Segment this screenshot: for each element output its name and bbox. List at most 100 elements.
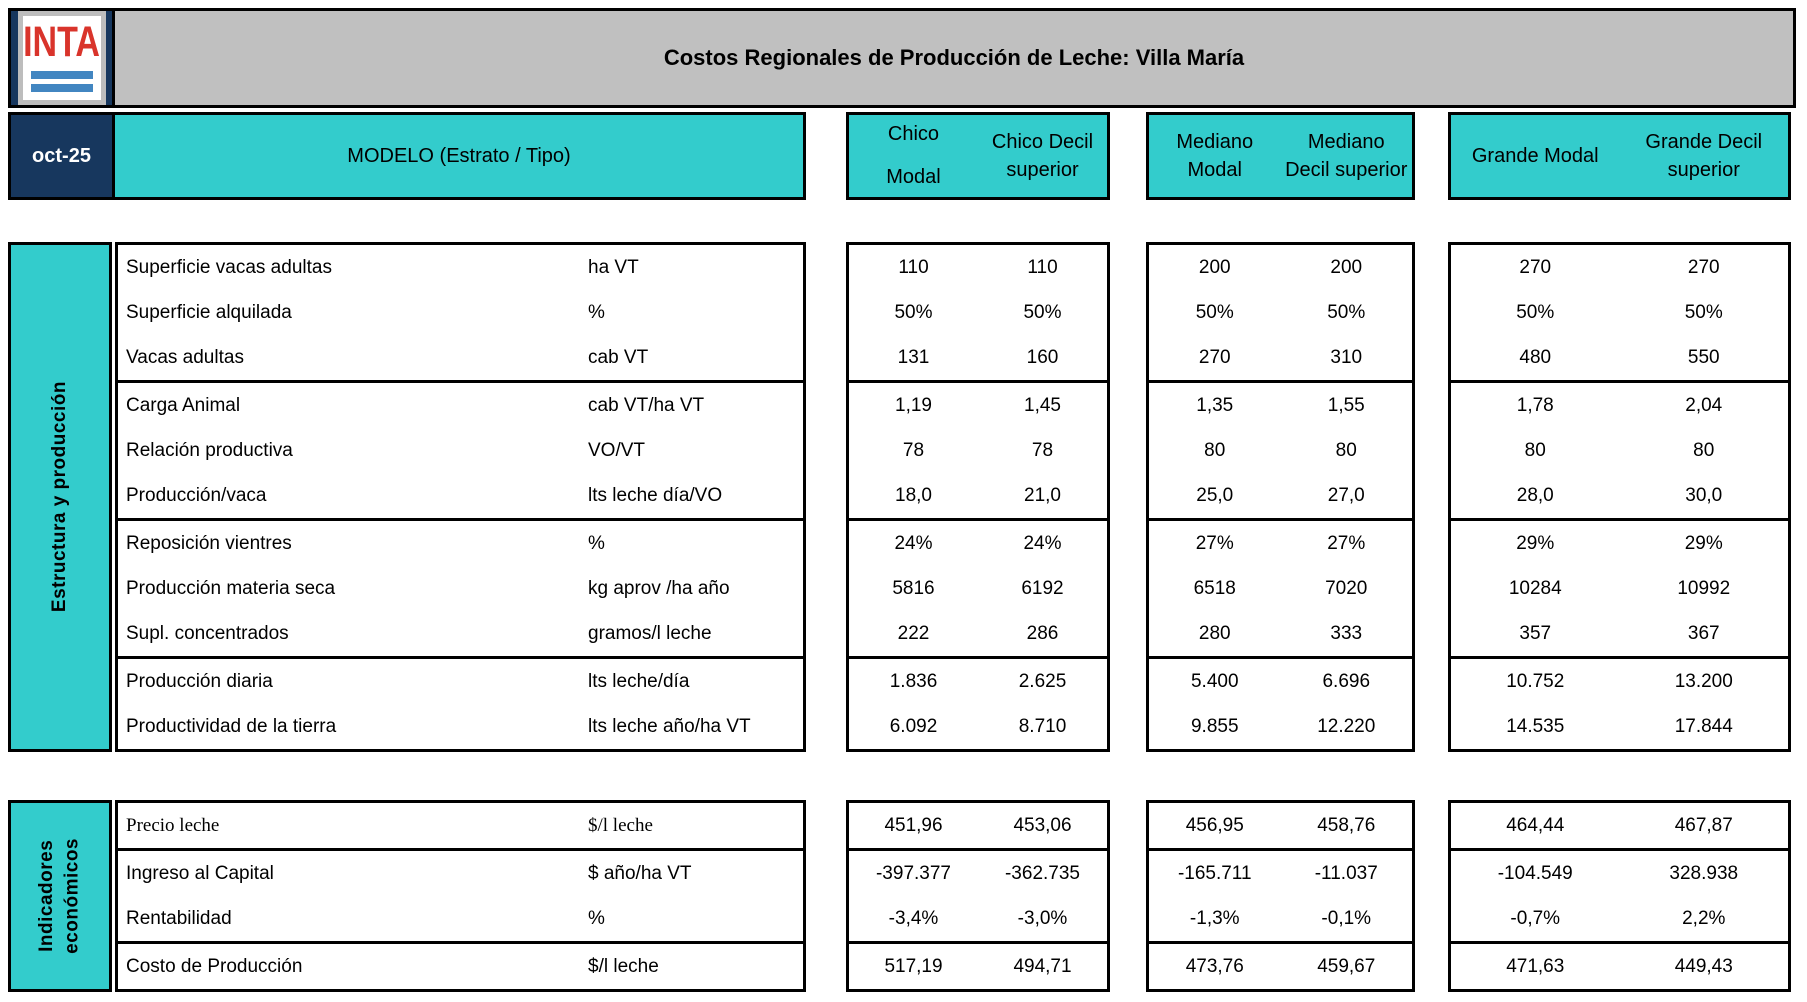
data-group: 464,44 467,87: [1451, 803, 1788, 848]
table-row: 6518 7020: [1149, 566, 1412, 611]
data-group: 200 200 50% 50% 270 310: [1149, 245, 1412, 380]
value-cell: 12.220: [1317, 715, 1376, 737]
value-cell: 200: [1198, 256, 1231, 278]
value-cell: 464,44: [1506, 814, 1565, 836]
value-cell: 1,19: [895, 394, 932, 416]
col-header-grande-modal: Grande Modal: [1471, 145, 1599, 167]
label-group: Producción diaria lts leche/día Productiv…: [118, 656, 803, 749]
value-cell: 451,96: [884, 814, 943, 836]
value-cell: 333: [1330, 622, 1363, 644]
value-cell: -0,7%: [1510, 907, 1561, 929]
value-cell: 550: [1687, 346, 1720, 368]
value-cell: 328.938: [1669, 862, 1739, 884]
table-row: 471,63 449,43: [1451, 944, 1788, 989]
value-cell: 80: [1204, 439, 1226, 461]
row-label: Costo de Producción: [126, 955, 303, 977]
value-cell: -11.037: [1314, 862, 1378, 884]
value-cell: -397.377: [875, 862, 951, 884]
value-cell: 1,45: [1024, 394, 1061, 416]
value-cell: 50%: [1684, 301, 1723, 323]
table-row: -3,4% -3,0%: [849, 896, 1107, 941]
row-unit: %: [588, 301, 605, 323]
data-group: 270 270 50% 50% 480 550: [1451, 245, 1788, 380]
value-cell: 6.696: [1322, 670, 1371, 692]
value-cell: 1,55: [1327, 394, 1365, 416]
data-group: 10.752 13.200 14.535 17.844: [1451, 656, 1788, 749]
data-group: 473,76 459,67: [1149, 941, 1412, 989]
title-row: INTA Costos Regionales de Producción de …: [8, 8, 1807, 108]
table-row: Costo de Producción $/l leche: [118, 944, 803, 989]
data-group: 471,63 449,43: [1451, 941, 1788, 989]
section-indicadores: Indicadores económicos Precio leche $/l l…: [8, 800, 1807, 992]
value-cell: 310: [1330, 346, 1363, 368]
value-cell: -1,3%: [1189, 907, 1240, 929]
table-row: Superficie vacas adultas ha VT: [118, 245, 803, 290]
value-cell: 10992: [1677, 577, 1731, 599]
value-cell: 50%: [1195, 301, 1234, 323]
data-group: 1,78 2,04 80 80 28,0 30,0: [1451, 380, 1788, 518]
section-indicadores-label: Indicadores económicos: [36, 838, 83, 954]
label-group: Superficie vacas adultas ha VT Superficie…: [118, 245, 803, 380]
data-group: 29% 29% 10284 10992 357 367: [1451, 518, 1788, 656]
inta-logo: INTA: [17, 11, 106, 105]
value-cell: 286: [1026, 622, 1059, 644]
value-cell: 6192: [1021, 577, 1064, 599]
row-unit: lts leche/día: [588, 670, 690, 692]
row-labels-box: Superficie vacas adultas ha VT Superficie…: [115, 242, 806, 752]
table-row: Ingreso al Capital $ año/ha VT: [118, 851, 803, 896]
table-row: Supl. concentrados gramos/l leche: [118, 611, 803, 656]
row-unit: VO/VT: [588, 439, 646, 461]
value-cell: 110: [898, 256, 929, 278]
value-cell: 50%: [894, 301, 933, 323]
table-row: 50% 50%: [1451, 290, 1788, 335]
row-label: Producción/vaca: [126, 484, 267, 506]
data-group: 110 110 50% 50% 131 160: [849, 245, 1107, 380]
data-box-grande: 464,44 467,87 -104.549 328.938 -0,7% 2,2% 4…: [1448, 800, 1791, 992]
value-cell: 1.836: [889, 670, 938, 692]
value-cell: 160: [1026, 346, 1059, 368]
data-group: -397.377 -362.735 -3,4% -3,0%: [849, 848, 1107, 941]
value-cell: 2,2%: [1682, 907, 1726, 929]
value-cell: 10.752: [1506, 670, 1565, 692]
value-cell: 459,67: [1317, 955, 1376, 977]
row-unit: gramos/l leche: [588, 622, 712, 644]
label-group: Costo de Producción $/l leche: [118, 941, 803, 989]
table-row: 357 367: [1451, 611, 1788, 656]
row-unit: $ año/ha VT: [588, 862, 692, 884]
section-estructura-strip: Estructura y producción: [8, 242, 112, 752]
table-row: -104.549 328.938: [1451, 851, 1788, 896]
table-row: 280 333: [1149, 611, 1412, 656]
table-row: 480 550: [1451, 335, 1788, 380]
value-cell: 458,76: [1317, 814, 1376, 836]
row-unit: ha VT: [588, 256, 639, 278]
value-cell: 471,63: [1506, 955, 1565, 977]
value-cell: 1,35: [1196, 394, 1234, 416]
section-indicadores-strip: Indicadores económicos: [8, 800, 112, 992]
table-row: 451,96 453,06: [849, 803, 1107, 848]
table-row: -165.711 -11.037: [1149, 851, 1412, 896]
value-cell: 8.710: [1018, 715, 1067, 737]
column-header-row: oct-25 MODELO (Estrato / Tipo) Chico Mod…: [8, 112, 1807, 200]
table-row: 110 110: [849, 245, 1107, 290]
value-cell: 1,78: [1516, 394, 1554, 416]
table-row: 28,0 30,0: [1451, 473, 1788, 518]
table-row: Producción diaria lts leche/día: [118, 659, 803, 704]
value-cell: 24%: [894, 532, 933, 554]
value-cell: -104.549: [1497, 862, 1573, 884]
value-cell: 21,0: [1024, 484, 1061, 506]
data-group: 5.400 6.696 9.855 12.220: [1149, 656, 1412, 749]
row-label: Supl. concentrados: [126, 622, 289, 644]
row-unit: %: [588, 532, 605, 554]
table-row: 200 200: [1149, 245, 1412, 290]
col-group-mediano: Mediano Modal Mediano Decil superior: [1146, 112, 1415, 200]
table-row: 14.535 17.844: [1451, 704, 1788, 749]
data-group: 517,19 494,71: [849, 941, 1107, 989]
table-row: Superficie alquilada%: [118, 290, 803, 335]
row-label: Producción materia seca: [126, 577, 336, 599]
row-label: Vacas adultas: [126, 346, 244, 368]
table-row: 50% 50%: [1149, 290, 1412, 335]
value-cell: 494,71: [1013, 955, 1072, 977]
row-label: Rentabilidad: [126, 907, 232, 929]
value-cell: 110: [1027, 256, 1058, 278]
value-cell: 6.092: [889, 715, 938, 737]
